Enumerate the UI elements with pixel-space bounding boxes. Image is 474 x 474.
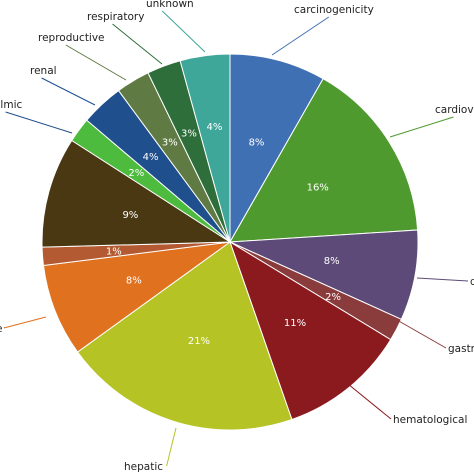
pie-percent-label: 16% — [307, 183, 329, 194]
pie-percent-label: 2% — [128, 168, 144, 179]
leader-line — [416, 277, 469, 282]
pie-slice-hematological — [229, 240, 392, 421]
pie-percent-label: 11% — [284, 318, 306, 329]
leader-line — [41, 77, 96, 106]
slice-category-label: hepatic — [124, 461, 163, 473]
pie-percent-label: 8% — [126, 275, 142, 286]
pie-slice-e — [42, 241, 231, 353]
leader-line — [5, 111, 73, 134]
pie-percent-label: 2% — [325, 292, 341, 303]
pie-percent-label: 4% — [206, 122, 222, 133]
slice-category-label: renal — [30, 65, 57, 77]
leader-line — [65, 44, 127, 81]
pie-slice-unknown — [179, 53, 231, 243]
pie-percent-label: 21% — [188, 336, 210, 347]
leader-line — [166, 427, 177, 467]
pie-percent-label: 4% — [143, 152, 159, 163]
pie-percent-label: 3% — [181, 128, 197, 139]
pie-slice-slice-8 — [41, 139, 232, 248]
slice-category-label: unknown — [146, 0, 194, 10]
leader-line — [112, 23, 163, 65]
slice-category-label: gastro — [448, 343, 474, 355]
pie-percent-label: 8% — [324, 256, 340, 267]
pie-slice-hepatic — [76, 241, 293, 431]
slice-category-label: respiratory — [87, 11, 144, 23]
pie-percent-label: 3% — [162, 138, 178, 149]
pie-percent-label: 1% — [106, 246, 122, 257]
slice-category-label: cardiova — [435, 104, 474, 116]
leader-line — [389, 116, 454, 138]
leader-line — [271, 16, 330, 56]
slice-category-label: e — [0, 323, 2, 335]
pie-percent-label: 9% — [122, 210, 138, 221]
pie-percent-label: 8% — [249, 138, 265, 149]
slice-category-label: reproductive — [38, 32, 105, 44]
leader-line — [396, 319, 447, 349]
pie-slice-d — [229, 229, 419, 321]
slice-category-label: almic — [0, 99, 22, 111]
leader-line — [347, 383, 392, 420]
leader-line — [161, 10, 206, 53]
slice-category-label: carcinogenicity — [294, 4, 374, 16]
leader-line — [3, 316, 47, 329]
slice-category-label: d — [470, 276, 474, 288]
pie-slice-carcinogenicity — [229, 53, 324, 244]
pie-slice-cardiova — [229, 78, 419, 243]
slice-category-label: hematological — [393, 414, 467, 426]
